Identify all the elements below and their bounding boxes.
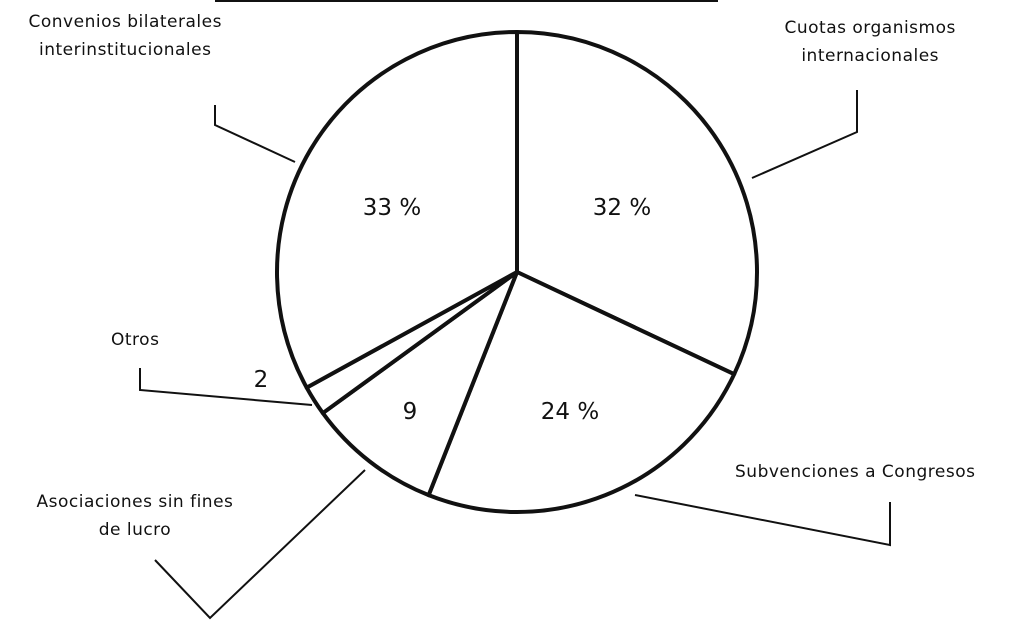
category-label: Convenios bilaterales interinstitucional… (28, 12, 222, 60)
leader-line (154, 469, 366, 620)
value-label: 32 % (592, 195, 652, 221)
leader-line (214, 105, 296, 163)
category-label: Cuotas organismos internacionales (784, 18, 956, 66)
leader-line (139, 368, 313, 406)
slices (275, 30, 759, 514)
leader-lines (139, 90, 891, 620)
pie-slice (320, 270, 519, 498)
pie-slice (426, 270, 737, 514)
pie-slice (515, 30, 759, 377)
category-label: Otros (111, 330, 160, 350)
pie-slice (275, 30, 519, 390)
leader-line (634, 494, 891, 547)
category-label: Subvenciones a Congresos (735, 462, 976, 482)
value-label: 9 (402, 399, 418, 425)
value-label: 2 (253, 367, 269, 393)
value-label: 33 % (362, 195, 422, 221)
leader-line (751, 90, 858, 179)
value-label: 24 % (540, 399, 600, 425)
category-label: Asociaciones sin fines de lucro (36, 492, 234, 540)
